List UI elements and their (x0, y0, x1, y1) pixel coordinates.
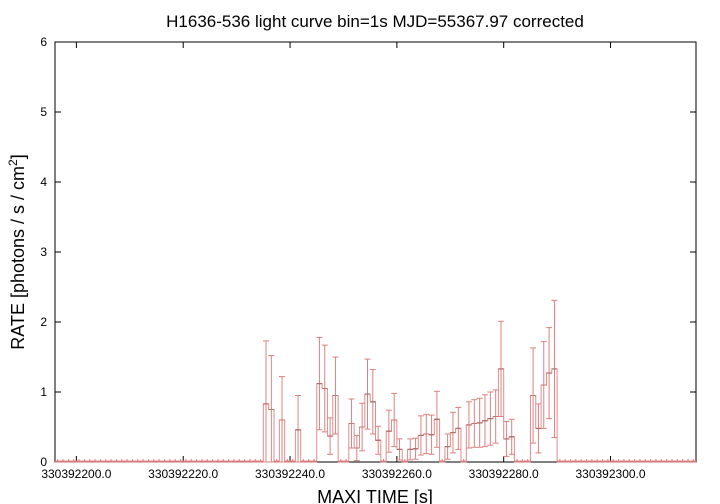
y-tick-label: 5 (40, 105, 47, 119)
x-axis: 330392200.0 330392220.0 330392240.0 3303922… (41, 42, 646, 481)
y-tick-label: 4 (40, 175, 47, 189)
x-tick-label: 330392260.0 (362, 467, 432, 481)
y-tick-label: 3 (40, 245, 47, 259)
y-axis-label-close: ] (8, 154, 28, 159)
x-tick-label: 330392280.0 (469, 467, 539, 481)
x-tick-label: 330392220.0 (148, 467, 218, 481)
chart-title: H1636-536 light curve bin=1s MJD=55367.9… (166, 12, 584, 31)
y-tick-label: 2 (40, 315, 47, 329)
x-tick-label: 330392200.0 (41, 467, 111, 481)
x-tick-label: 330392240.0 (255, 467, 325, 481)
step-outline (55, 368, 696, 463)
x-tick-label: 330392300.0 (575, 467, 645, 481)
y-tick-label: 0 (40, 455, 47, 469)
plot-frame (54, 41, 697, 463)
y-axis-label-superscript: 2 (6, 159, 20, 166)
y-axis-label: RATE [photons / s / cm2] (6, 154, 28, 349)
data-layer (55, 299, 696, 463)
y-tick-label: 1 (40, 385, 47, 399)
y-axis-label-main: RATE [photons / s / cm (8, 166, 28, 350)
x-axis-label: MAXI TIME [s] (317, 487, 433, 504)
plot-frame-group (54, 41, 697, 463)
y-axis: 0 1 2 3 4 5 6 (40, 35, 696, 469)
y-tick-label: 6 (40, 35, 47, 49)
